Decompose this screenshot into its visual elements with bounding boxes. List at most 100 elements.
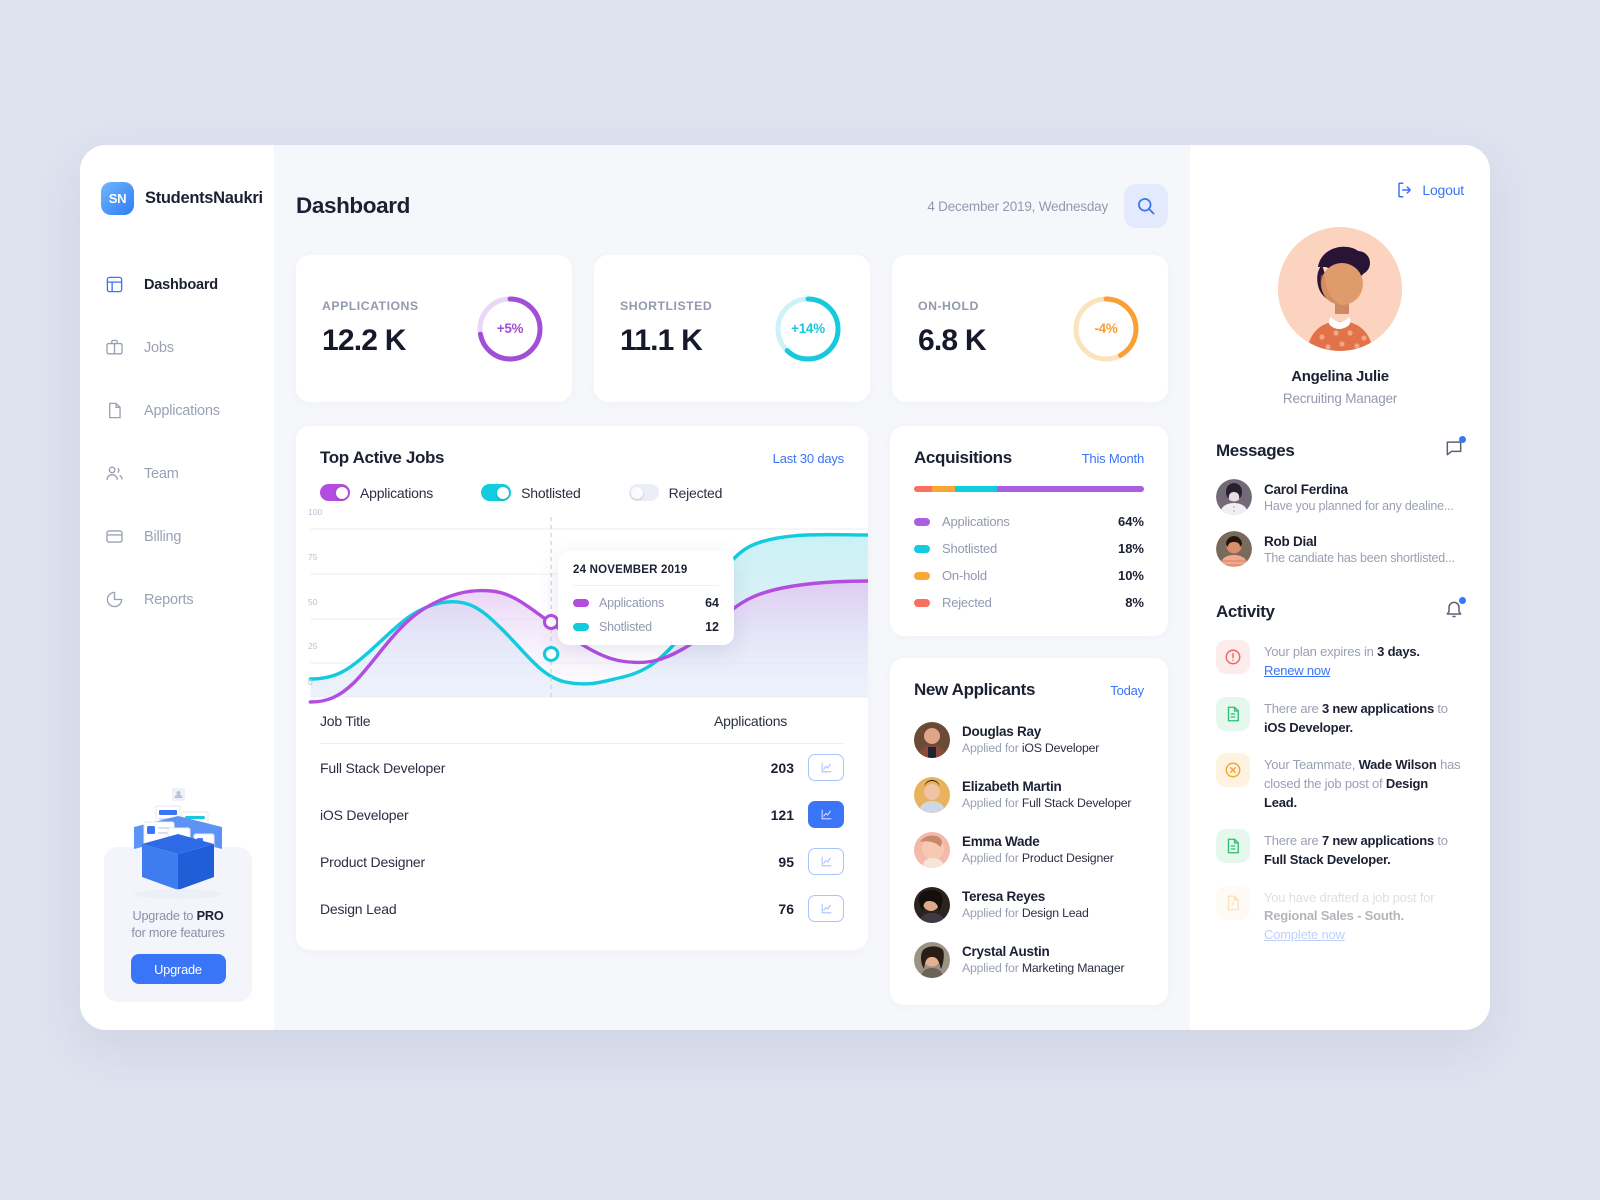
top-active-jobs-card: Top Active Jobs Last 30 days Application… [296,426,868,950]
date-range-link[interactable]: Today [1110,682,1144,698]
column-job-title: Job Title [320,713,371,729]
toggle-applications[interactable]: Applications [320,484,433,501]
applications-point [542,614,560,630]
activity-header: Activity [1216,597,1466,624]
sidebar-item-reports[interactable]: Reports [80,580,274,619]
message-preview: Have you planned for any dealine... [1264,498,1454,513]
job-title: iOS Developer [320,806,409,823]
list-item[interactable]: Rob Dial The candiate has been shortlist… [1216,531,1464,567]
switch-track[interactable] [628,484,659,501]
upgrade-button[interactable]: Upgrade [130,954,226,984]
sidebar-item-team[interactable]: Team [80,454,274,493]
message-sender: Carol Ferdina [1264,481,1348,497]
main-content: Dashboard 4 December 2019, Wednesday APP… [274,145,1190,1030]
table-row[interactable]: iOS Developer 121 [320,791,844,838]
toggle-shotlisted[interactable]: Shotlisted [481,484,581,501]
complete-now-link[interactable]: Complete now [1264,927,1345,943]
avatar [914,831,950,868]
legend-label: Shotlisted [942,541,998,556]
list-item[interactable]: Douglas Ray Applied for iOS Developer [914,712,1144,767]
table-header: Job Title Applications [320,701,844,744]
list-item[interactable]: Emma Wade Applied for Product Designer [914,822,1144,877]
list-item[interactable]: Carol Ferdina Have you planned for any d… [1216,479,1464,515]
renew-now-link[interactable]: Renew now [1264,662,1331,678]
chat-icon[interactable] [1444,436,1466,463]
shotlisted-point [542,646,560,662]
switch-track[interactable] [320,484,350,501]
legend-dot-rejected [914,598,930,607]
table-row[interactable]: Full Stack Developer 203 [320,744,844,791]
activity-item[interactable]: You have drafted a job post for Regional… [1216,885,1464,946]
date-range-link[interactable]: This Month [1081,450,1145,466]
switch-track[interactable] [481,484,512,501]
view-chart-button[interactable] [808,801,844,828]
date-range-link[interactable]: Last 30 days [772,450,845,466]
line-chart-icon [821,903,831,914]
activity-part: Regional Sales - South. [1264,908,1404,924]
legend-label: Rejected [942,595,992,610]
activity-item[interactable]: Your plan expires in 3 days. Renew now [1216,640,1464,681]
tooltip-date: 24 NOVEMBER 2019 [573,564,719,586]
activity-item[interactable]: Your Teammate, Wade Wilson has closed th… [1216,753,1464,813]
y-tick-25: 25 [308,641,318,651]
series-toggles: Applications Shotlisted Rejected [296,468,868,501]
activity-part: You have drafted a job post for [1264,889,1435,905]
new-applicants-card: New Applicants Today Douglas Ray Applied… [890,658,1168,1005]
applicant-name: Douglas Ray [962,724,1042,739]
table-row[interactable]: Design Lead 76 [320,885,844,932]
stat-value: 11.1 K [620,324,703,357]
view-chart-button[interactable] [808,754,844,781]
chart-tooltip: 24 NOVEMBER 2019 Applications 64 Shotlis… [558,551,734,645]
legend-value: 10% [1117,568,1144,583]
brand: SN StudentsNaukri [80,182,274,215]
applicant-name: Emma Wade [962,834,1040,849]
applicant-job: Full Stack Developer [1021,796,1132,810]
activity-text: Your Teammate, Wade Wilson has closed th… [1264,753,1464,813]
applicant-job: Design Lead [1021,906,1089,920]
search-button[interactable] [1124,184,1168,228]
right-panel: Logout [1190,145,1490,1030]
bell-icon[interactable] [1444,597,1466,624]
list-item[interactable]: Elizabeth Martin Applied for Full Stack … [914,767,1144,822]
legend-row: Applications 64% [914,508,1144,535]
bar-segment-shotlisted [955,486,997,492]
y-tick-75: 75 [308,552,318,562]
toggle-rejected[interactable]: Rejected [628,484,722,501]
applicant-job: iOS Developer [1021,741,1100,755]
applicant-job: Product Designer [1021,851,1114,865]
progress-ring: +5% [474,293,546,365]
applicant-name: Elizabeth Martin [962,779,1062,794]
legend-row: Rejected 8% [914,589,1144,616]
upgrade-line-2: for more features [131,926,225,940]
top-bar-right: 4 December 2019, Wednesday [927,184,1168,228]
dashboard-icon [104,274,125,295]
sidebar-item-billing[interactable]: Billing [80,517,274,556]
activity-item[interactable]: There are 7 new applications to Full Sta… [1216,828,1464,870]
applicant-role: Applied for Product Designer [962,851,1114,865]
line-chart-icon [821,809,831,820]
list-item[interactable]: Teresa Reyes Applied for Design Lead [914,877,1144,932]
sidebar-item-applications[interactable]: Applications [80,391,274,430]
avatar [1216,531,1252,567]
applicant-role: Applied for Design Lead [962,906,1089,920]
card-title: Acquisitions [914,448,1012,467]
stat-delta: +5% [496,321,524,336]
stat-delta: +14% [791,321,825,336]
sidebar-item-label: Applications [144,402,220,419]
applied-prefix: Applied for [962,851,1022,865]
legend-dot-applications [914,517,930,526]
stat-label: SHORTLISTED [620,299,713,313]
tooltip-value: 12 [705,620,719,634]
logout-button[interactable]: Logout [1216,181,1464,199]
sidebar-item-dashboard[interactable]: Dashboard [80,265,282,304]
view-chart-button[interactable] [808,895,844,922]
list-item[interactable]: Crystal Austin Applied for Marketing Man… [914,932,1144,987]
profile-name: Angelina Julie [1291,368,1389,385]
job-applications: 76 [778,900,794,917]
table-row[interactable]: Product Designer 95 [320,838,844,885]
view-chart-button[interactable] [808,848,844,875]
sidebar-item-jobs[interactable]: Jobs [80,328,274,367]
line-chart-icon [821,856,831,867]
unread-badge [1459,597,1466,604]
activity-item[interactable]: There are 3 new applications to iOS Deve… [1216,696,1464,738]
